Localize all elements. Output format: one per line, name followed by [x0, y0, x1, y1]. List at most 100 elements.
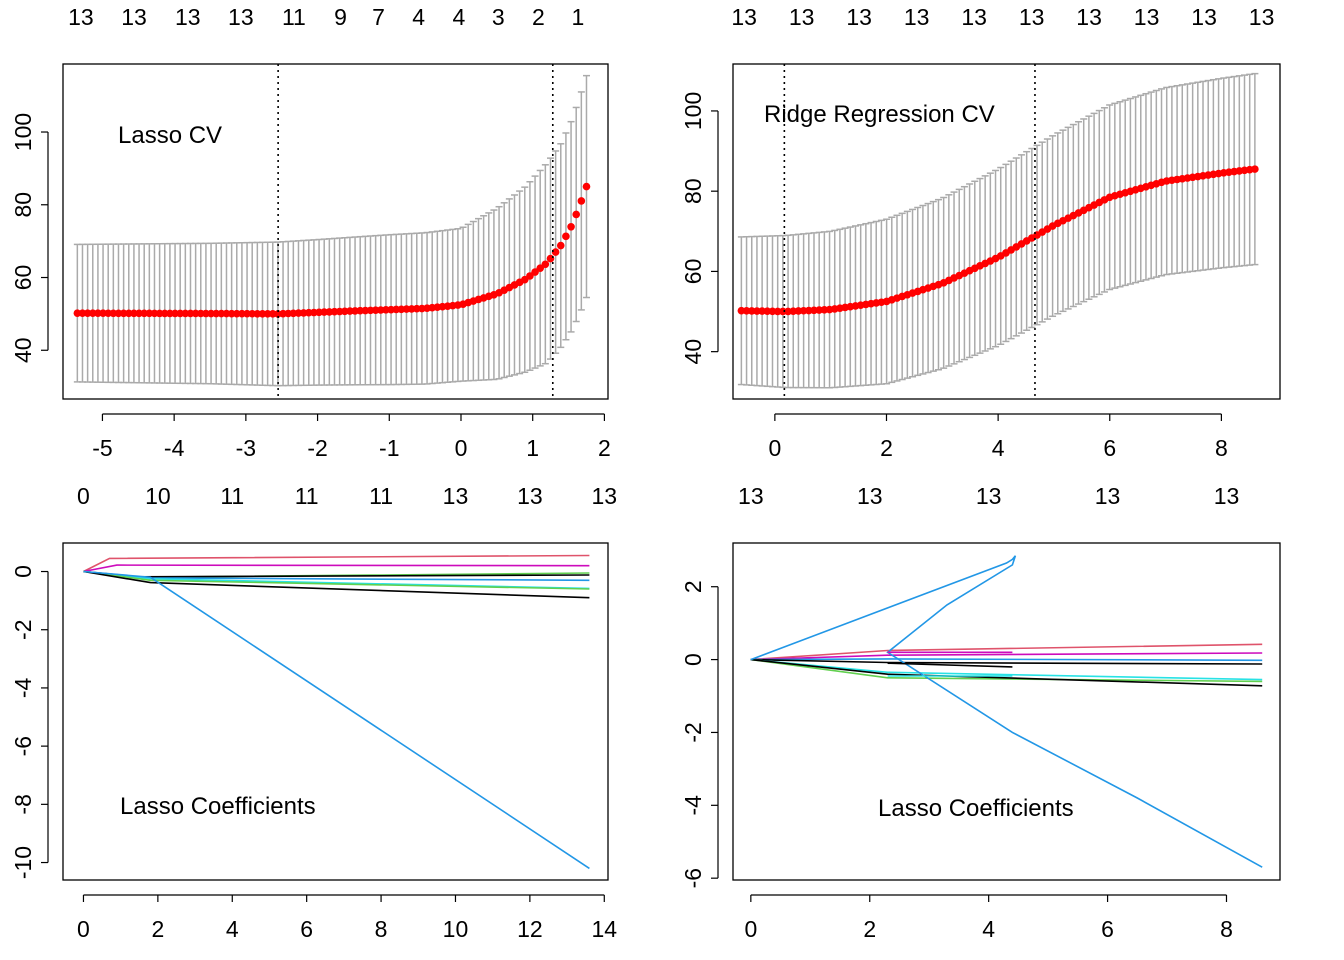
- top-axis-label: 13: [1019, 4, 1045, 30]
- top-axis-label: 13: [1191, 4, 1217, 30]
- top-axis-label: 7: [372, 4, 385, 30]
- plot-frame: [62, 542, 609, 881]
- y-tick-label: 2: [680, 580, 706, 593]
- y-tick-label: 40: [680, 339, 706, 365]
- data-layer: [750, 555, 1263, 868]
- x-tick-label: 0: [77, 916, 90, 942]
- data-layer: [83, 554, 590, 870]
- top-axis-label: 13: [961, 4, 987, 30]
- coefficient-path: [750, 658, 1263, 662]
- top-axis-label: 2: [532, 4, 545, 30]
- y-tick-label: 80: [680, 178, 706, 204]
- coefficient-path: [750, 555, 1263, 868]
- top-axis-label: 3: [492, 4, 505, 30]
- x-tick-label: 8: [1220, 916, 1233, 942]
- coefficient-path: [750, 652, 1263, 661]
- x-tick-label: -5: [92, 435, 112, 461]
- top-axis-label: 13: [976, 483, 1002, 509]
- x-tick-label: -1: [379, 435, 399, 461]
- coefficient-path: [750, 658, 1263, 665]
- y-tick-label: 60: [10, 265, 36, 291]
- top-axis-label: 13: [591, 483, 617, 509]
- cv-point: [531, 268, 539, 276]
- panel-4: 0 2 4 6 8 2 0 -2 -4 -6 13 13 13 13 13 Lasso Coefficient…: [680, 483, 1281, 942]
- x-tick-label: 14: [591, 916, 617, 942]
- panel-annotation: Lasso CV: [118, 122, 222, 149]
- y-tick-label: -2: [680, 722, 706, 742]
- y-tick-label: -8: [10, 794, 36, 814]
- cv-point: [546, 254, 555, 263]
- x-tick-label: 4: [226, 916, 239, 942]
- top-axis-label: 10: [145, 483, 171, 509]
- top-axis-label: 13: [738, 483, 764, 509]
- x-tick-label: 10: [443, 916, 469, 942]
- x-tick-label: 8: [375, 916, 388, 942]
- x-tick-label: 12: [517, 916, 543, 942]
- plot-frame: [732, 63, 1281, 400]
- top-axis-label: 13: [228, 4, 254, 30]
- panel-annotation: Lasso Coefficients: [120, 793, 316, 820]
- panel-3: 0 2 4 6 8 10 12 14 0 -2 -4 -6 -8 -10 0 10 11 11 11 13 13 13 La…: [10, 483, 617, 942]
- cv-point: [582, 182, 591, 191]
- top-axis-label: 13: [904, 4, 930, 30]
- cv-point: [526, 272, 534, 280]
- cv-point: [556, 241, 565, 250]
- top-axis-label: 11: [220, 483, 244, 509]
- plot-frame: [732, 542, 1281, 881]
- x-tick-label: 0: [768, 435, 781, 461]
- x-tick-label: -4: [164, 435, 185, 461]
- top-axis-label: 4: [412, 4, 425, 30]
- y-tick-label: 60: [680, 259, 706, 285]
- x-tick-label: 2: [151, 916, 164, 942]
- y-tick-label: -6: [680, 868, 706, 888]
- top-axis-label: 13: [121, 4, 147, 30]
- top-axis-label: 13: [731, 4, 757, 30]
- x-tick-label: 4: [992, 435, 1005, 461]
- cv-point: [1251, 165, 1259, 173]
- cv-point: [577, 197, 586, 205]
- x-tick-label: -3: [236, 435, 256, 461]
- y-tick-label: -2: [10, 619, 36, 639]
- data-layer: [737, 72, 1259, 389]
- y-tick-label: 80: [10, 192, 36, 218]
- y-tick-label: -10: [10, 846, 36, 879]
- x-tick-label: 0: [744, 916, 757, 942]
- top-axis-label: 0: [77, 483, 90, 509]
- cv-point: [536, 264, 545, 272]
- top-axis-label: 11: [295, 483, 319, 509]
- y-tick-label: 0: [680, 653, 706, 666]
- y-tick-label: 100: [680, 92, 706, 130]
- x-tick-label: -2: [307, 435, 327, 461]
- x-tick-label: 6: [1101, 916, 1114, 942]
- plot-frame: [62, 63, 609, 400]
- top-axis-label: 13: [68, 4, 94, 30]
- top-axis-label: 13: [1076, 4, 1102, 30]
- top-axis-label: 13: [1249, 4, 1275, 30]
- x-tick-label: 4: [982, 916, 995, 942]
- top-axis-label: 13: [517, 483, 543, 509]
- y-tick-label: 0: [10, 565, 36, 578]
- coefficient-path: [750, 658, 1263, 687]
- cv-point: [562, 232, 570, 241]
- y-tick-label: 40: [10, 337, 36, 363]
- top-axis-label: 13: [1095, 483, 1121, 509]
- top-axis-label: 13: [175, 4, 201, 30]
- panel-2: 0 2 4 6 8 40 60 80 100 13 13 13 13 13 13 13 13 13 13 Ridge …: [680, 4, 1281, 461]
- y-tick-label: -4: [10, 677, 36, 698]
- coefficient-path: [83, 564, 590, 573]
- y-tick-label: 100: [10, 113, 36, 151]
- coefficient-path: [83, 570, 590, 870]
- cv-point: [572, 210, 581, 219]
- top-axis-label: 13: [789, 4, 815, 30]
- cv-point: [567, 222, 575, 231]
- top-axis-label: 9: [334, 4, 347, 30]
- x-tick-label: 2: [863, 916, 876, 942]
- data-layer: [73, 74, 591, 387]
- top-axis-label: 13: [1214, 483, 1240, 509]
- x-tick-label: 8: [1215, 435, 1228, 461]
- panel-annotation: Lasso Coefficients: [878, 795, 1074, 822]
- coefficient-path: [750, 643, 1263, 661]
- top-axis-label: 13: [443, 483, 469, 509]
